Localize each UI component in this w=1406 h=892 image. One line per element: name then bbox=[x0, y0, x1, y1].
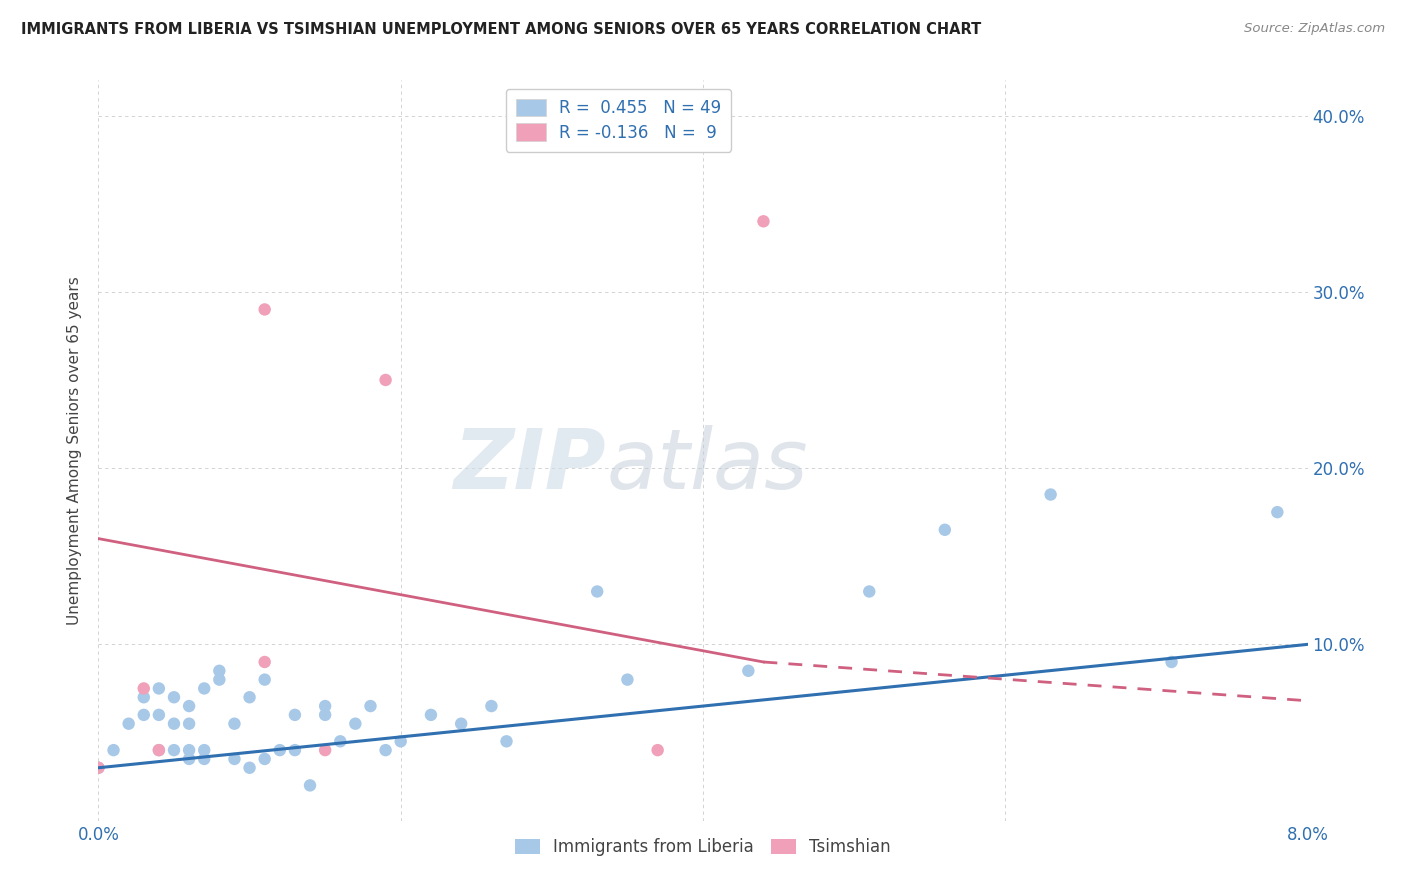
Point bbox=[163, 690, 186, 705]
Point bbox=[148, 707, 170, 722]
Point bbox=[208, 673, 231, 687]
Point bbox=[420, 707, 443, 722]
Point bbox=[179, 716, 201, 731]
Point bbox=[495, 734, 517, 748]
Point bbox=[253, 752, 276, 766]
Point bbox=[224, 716, 246, 731]
Point bbox=[132, 681, 155, 696]
Point bbox=[118, 716, 141, 731]
Point bbox=[314, 743, 336, 757]
Point bbox=[148, 743, 170, 757]
Point bbox=[374, 743, 396, 757]
Text: ZIP: ZIP bbox=[454, 425, 606, 506]
Point bbox=[193, 681, 215, 696]
Point bbox=[132, 690, 155, 705]
Point bbox=[450, 716, 472, 731]
Point bbox=[193, 743, 215, 757]
Point bbox=[87, 761, 110, 775]
Point bbox=[103, 743, 125, 757]
Point bbox=[934, 523, 956, 537]
Point bbox=[239, 690, 262, 705]
Point bbox=[179, 699, 201, 714]
Point bbox=[253, 673, 276, 687]
Point bbox=[163, 716, 186, 731]
Legend: Immigrants from Liberia, Tsimshian: Immigrants from Liberia, Tsimshian bbox=[506, 830, 900, 864]
Point bbox=[647, 743, 669, 757]
Point bbox=[389, 734, 412, 748]
Point bbox=[374, 373, 396, 387]
Point bbox=[179, 752, 201, 766]
Point bbox=[1267, 505, 1289, 519]
Text: atlas: atlas bbox=[606, 425, 808, 506]
Point bbox=[360, 699, 382, 714]
Point bbox=[314, 707, 336, 722]
Point bbox=[344, 716, 367, 731]
Point bbox=[1160, 655, 1182, 669]
Point bbox=[193, 752, 215, 766]
Point bbox=[737, 664, 759, 678]
Point bbox=[284, 707, 307, 722]
Point bbox=[163, 743, 186, 757]
Point bbox=[239, 761, 262, 775]
Point bbox=[87, 761, 110, 775]
Point bbox=[132, 707, 155, 722]
Point bbox=[148, 743, 170, 757]
Point bbox=[299, 778, 322, 792]
Text: IMMIGRANTS FROM LIBERIA VS TSIMSHIAN UNEMPLOYMENT AMONG SENIORS OVER 65 YEARS CO: IMMIGRANTS FROM LIBERIA VS TSIMSHIAN UNE… bbox=[21, 22, 981, 37]
Y-axis label: Unemployment Among Seniors over 65 years: Unemployment Among Seniors over 65 years bbox=[67, 277, 83, 624]
Point bbox=[1039, 487, 1062, 501]
Point bbox=[586, 584, 609, 599]
Point bbox=[752, 214, 775, 228]
Point bbox=[481, 699, 503, 714]
Point bbox=[284, 743, 307, 757]
Point bbox=[208, 664, 231, 678]
Text: Source: ZipAtlas.com: Source: ZipAtlas.com bbox=[1244, 22, 1385, 36]
Point bbox=[148, 681, 170, 696]
Point bbox=[314, 699, 336, 714]
Point bbox=[329, 734, 352, 748]
Point bbox=[269, 743, 291, 757]
Point bbox=[616, 673, 638, 687]
Point bbox=[858, 584, 880, 599]
Point bbox=[179, 743, 201, 757]
Point bbox=[224, 752, 246, 766]
Point bbox=[253, 655, 276, 669]
Point bbox=[253, 302, 276, 317]
